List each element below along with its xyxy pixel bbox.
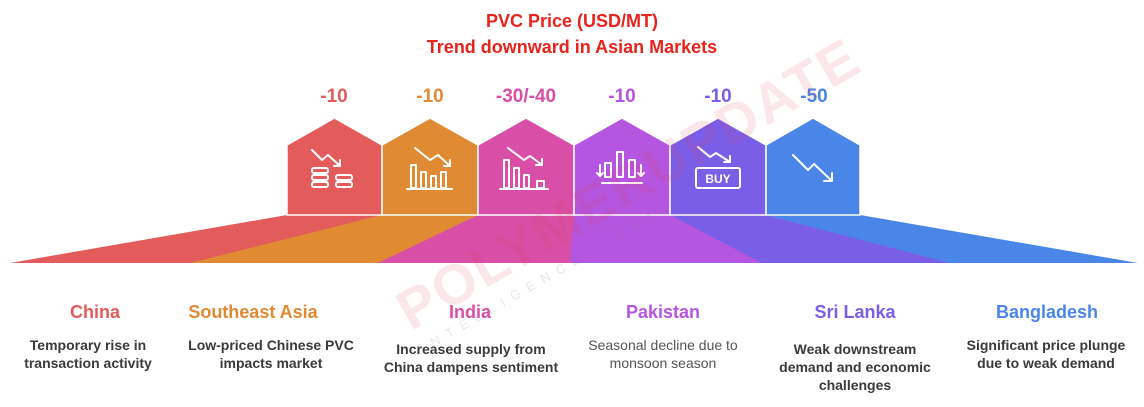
- house-bangladesh: [765, 117, 861, 216]
- desc-china: Temporary rise in transaction activity: [24, 337, 152, 371]
- chart-subtitle: Trend downward in Asian Markets: [426, 37, 718, 57]
- value-bangladesh: -50: [800, 86, 828, 107]
- value-pakistan: -10: [608, 86, 636, 107]
- ray-bangladesh: [766, 215, 1138, 263]
- house-india: [477, 117, 575, 216]
- country-bangladesh: Bangladesh: [995, 302, 1099, 322]
- desc-pakistan: Seasonal decline due to monsoon season: [588, 337, 738, 371]
- country-china: China: [69, 302, 120, 322]
- ray-china: [10, 215, 382, 263]
- trend-down-icon: [792, 154, 833, 182]
- desc-bangladesh: Significant price plunge due to weak dem…: [966, 337, 1126, 371]
- ray-pakistan: [570, 215, 767, 263]
- desc-india: Increased supply from China dampens sent…: [383, 341, 559, 375]
- ray-sri-lanka: [670, 215, 955, 263]
- fluctuation-chart-icon: [596, 151, 645, 184]
- value-india: -30/-40: [495, 86, 557, 107]
- ray-india: [378, 215, 574, 263]
- chart-title: PVC Price (USD/MT): [485, 11, 659, 31]
- bar-chart-decline-icon: [499, 147, 549, 190]
- desc-southeast-asia: Low-priced Chinese PVC impacts market: [188, 337, 354, 371]
- value-southeast-asia: -10: [416, 86, 444, 107]
- country-india: India: [448, 302, 491, 322]
- desc-sri-lanka: Weak downstream demand and economic chal…: [779, 341, 931, 393]
- coins-down-icon: [311, 149, 353, 188]
- country-pakistan: Pakistan: [625, 302, 701, 322]
- value-china: -10: [320, 86, 348, 107]
- house-southeast-asia: [381, 117, 479, 216]
- country-sri-lanka: Sri Lanka: [814, 302, 896, 322]
- value-sri-lanka: -10: [704, 86, 732, 107]
- bar-chart-down-icon: [406, 147, 453, 190]
- buy-down-icon: [695, 146, 741, 189]
- buy-label: BUY: [705, 172, 730, 186]
- house-sri-lanka: [669, 117, 767, 216]
- country-southeast-asia: Southeast Asia: [188, 302, 318, 322]
